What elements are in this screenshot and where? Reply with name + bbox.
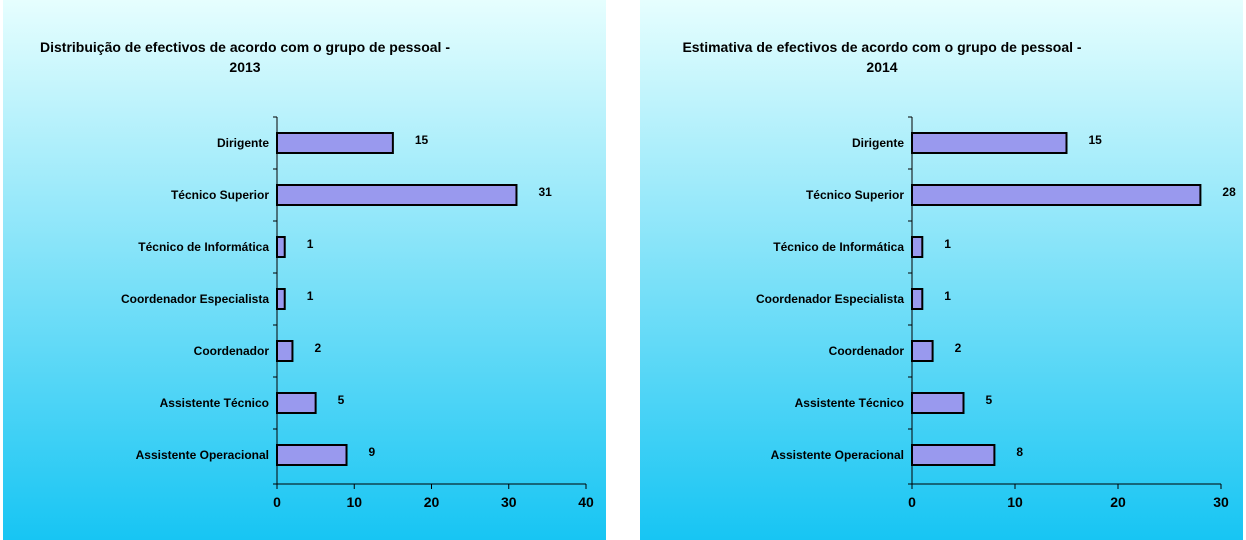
chart-0-value-tick-label: 30	[501, 494, 517, 510]
chart-0-value-tick-label: 20	[424, 494, 440, 510]
chart-1-category-label: Coordenador Especialista	[756, 292, 904, 306]
chart-0-title-line: 2013	[229, 59, 260, 75]
chart-1-title-line: Estimativa de efectivos de acordo com o …	[682, 39, 1081, 55]
chart-0-value-tick-label: 10	[346, 494, 362, 510]
chart-1-bar	[911, 444, 996, 466]
chart-1-bar	[911, 132, 1068, 154]
chart-0-category-label: Coordenador Especialista	[121, 292, 269, 306]
chart-0-category-label: Técnico Superior	[171, 188, 269, 202]
chart-0-bar	[276, 288, 286, 310]
chart-0-value-label: 5	[338, 393, 345, 407]
chart-1-value-tick-label: 30	[1213, 494, 1229, 510]
chart-0-value-tick-label: 40	[578, 494, 594, 510]
chart-0-bar	[276, 392, 317, 414]
chart-1-value-tick-label: 20	[1110, 494, 1126, 510]
chart-0-value-tick-label: 0	[273, 494, 281, 510]
chart-0-title-line: Distribuição de efectivos de acordo com …	[40, 39, 450, 55]
chart-0-bar	[276, 184, 518, 206]
chart-1-category-label: Técnico de Informática	[773, 240, 904, 254]
chart-0-bar	[276, 340, 294, 362]
chart-0-category-label: Dirigente	[217, 136, 269, 150]
chart-0-category-label: Assistente Operacional	[136, 448, 269, 462]
chart-1-bar	[911, 288, 924, 310]
chart-1-value-label: 8	[1016, 445, 1023, 459]
chart-1-bar	[911, 236, 924, 258]
chart-1-bar	[911, 392, 965, 414]
chart-0-value-label: 31	[538, 185, 552, 199]
chart-panel-2014: Estimativa de efectivos de acordo com o …	[640, 0, 1243, 540]
bar-chart-2013: Distribuição de efectivos de acordo com …	[3, 0, 606, 540]
chart-1-value-label: 28	[1222, 185, 1236, 199]
chart-0-value-label: 9	[369, 445, 376, 459]
chart-0-value-label: 1	[307, 289, 314, 303]
chart-1-title-line: 2014	[866, 59, 897, 75]
chart-panel-2013: Distribuição de efectivos de acordo com …	[3, 0, 606, 540]
chart-1-category-label: Assistente Operacional	[771, 448, 904, 462]
chart-1-value-label: 5	[986, 393, 993, 407]
chart-1-value-tick-label: 10	[1007, 494, 1023, 510]
chart-0-value-label: 15	[415, 133, 429, 147]
chart-0-value-label: 2	[314, 341, 321, 355]
chart-0-bar	[276, 132, 394, 154]
chart-1-category-label: Coordenador	[829, 344, 905, 358]
chart-1-category-label: Técnico Superior	[806, 188, 904, 202]
chart-0-category-label: Técnico de Informática	[138, 240, 269, 254]
chart-1-value-tick-label: 0	[908, 494, 916, 510]
chart-1-value-label: 1	[944, 237, 951, 251]
chart-1-category-label: Assistente Técnico	[795, 396, 904, 410]
chart-0-bar	[276, 444, 348, 466]
chart-0-category-label: Coordenador	[194, 344, 270, 358]
chart-1-bar	[911, 340, 934, 362]
chart-1-value-label: 2	[955, 341, 962, 355]
chart-0-bar	[276, 236, 286, 258]
chart-0-category-label: Assistente Técnico	[160, 396, 269, 410]
chart-1-value-label: 1	[944, 289, 951, 303]
chart-1-value-label: 15	[1089, 133, 1103, 147]
bar-chart-2014: Estimativa de efectivos de acordo com o …	[640, 0, 1243, 540]
chart-1-bar	[911, 184, 1202, 206]
chart-0-value-label: 1	[307, 237, 314, 251]
chart-1-category-label: Dirigente	[852, 136, 904, 150]
